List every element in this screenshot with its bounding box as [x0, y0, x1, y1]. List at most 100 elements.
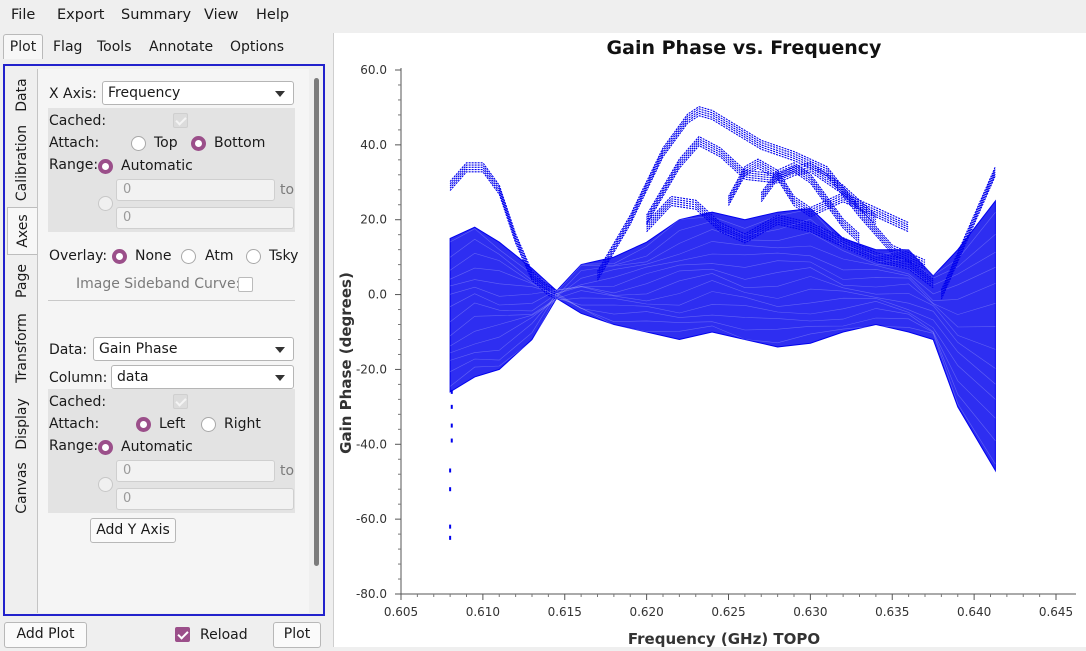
menu-file[interactable]: File: [11, 7, 36, 23]
menu-summary[interactable]: Summary: [121, 7, 192, 23]
y-tick-label: 20.0: [360, 213, 387, 227]
y-axis-title: Gain Phase (degrees): [337, 272, 355, 454]
vtab-display-label: Display: [14, 398, 30, 450]
tab-annotate[interactable]: Annotate: [149, 39, 214, 55]
y-cached-label: Cached:: [49, 394, 107, 410]
x-tick-label: 0.620: [629, 605, 663, 619]
data-texture-line: [449, 208, 996, 288]
overlay-atm-label: Atm: [205, 248, 234, 264]
data-trace: [449, 164, 557, 293]
x-axis-value: Frequency: [108, 85, 181, 101]
vtab-data-label: Data: [14, 78, 30, 112]
data-texture-line: [449, 280, 996, 369]
scrollbar-thumb[interactable]: [314, 78, 319, 566]
data-trace: [646, 144, 877, 225]
data-point: [450, 423, 453, 428]
x-cached-label: Cached:: [49, 113, 107, 129]
y-range-manual-radio[interactable]: [98, 477, 113, 492]
data-trace: [940, 170, 996, 295]
x-range-max-field[interactable]: 0: [116, 207, 294, 229]
data-texture-line: [449, 273, 996, 350]
plot-canvas[interactable]: Gain Phase vs. Frequency Frequency (GHz)…: [333, 33, 1086, 648]
x-tick-label: 0.610: [466, 605, 500, 619]
y-attach-left-label: Left: [159, 416, 186, 432]
x-attach-bottom-radio[interactable]: [191, 136, 206, 151]
overlay-none-radio[interactable]: [112, 249, 127, 264]
overlay-none-label: None: [135, 248, 172, 264]
y-data-select[interactable]: Gain Phase: [93, 337, 294, 361]
y-range-max-field[interactable]: 0: [116, 488, 294, 510]
y-tick-label: -60.0: [356, 512, 387, 526]
menu-export[interactable]: Export: [57, 7, 105, 23]
vtab-calibration[interactable]: Calibration: [7, 122, 37, 204]
y-tick-label: -40.0: [356, 437, 387, 451]
y-range-to-label: to: [280, 463, 295, 479]
tab-plot[interactable]: Plot: [3, 34, 43, 59]
data-trace: [728, 162, 909, 228]
x-axis-select[interactable]: Frequency: [102, 81, 294, 105]
x-range-to-label: to: [280, 182, 295, 198]
x-cached-checkbox[interactable]: [173, 113, 188, 128]
data-trace: [449, 171, 557, 300]
overlay-tsky-radio[interactable]: [246, 249, 261, 264]
chevron-down-icon: [275, 91, 285, 97]
vtab-axes[interactable]: Axes: [7, 207, 37, 255]
x-range-min-field[interactable]: 0: [116, 179, 275, 201]
x-tick-label: 0.645: [1039, 605, 1073, 619]
vtab-transform-label: Transform: [14, 313, 30, 383]
section-divider: [48, 300, 295, 301]
y-range-min-field[interactable]: 0: [116, 460, 275, 482]
data-trace: [597, 115, 926, 281]
y-attach-right-label: Right: [224, 416, 261, 432]
menu-view[interactable]: View: [204, 7, 239, 23]
vtab-data[interactable]: Data: [7, 70, 37, 120]
data-trace: [646, 204, 934, 289]
overlay-atm-radio[interactable]: [181, 249, 196, 264]
data-trace: [728, 160, 909, 226]
y-column-label: Column:: [49, 370, 108, 386]
menu-help[interactable]: Help: [256, 7, 290, 23]
vtab-display[interactable]: Display: [7, 393, 37, 455]
add-plot-button[interactable]: Add Plot: [4, 622, 87, 648]
data-trace: [449, 162, 557, 291]
x-attach-top-radio[interactable]: [131, 136, 146, 151]
data-trace: [449, 169, 557, 298]
data-trace: [646, 200, 934, 284]
y-attach-right-radio[interactable]: [201, 417, 216, 432]
x-range-manual-radio[interactable]: [98, 196, 113, 211]
add-y-axis-button[interactable]: Add Y Axis: [90, 518, 176, 543]
y-column-select[interactable]: data: [111, 365, 294, 389]
vtab-calibration-label: Calibration: [14, 124, 30, 202]
x-attach-bottom-label: Bottom: [214, 135, 266, 151]
vtab-canvas[interactable]: Canvas: [7, 458, 37, 518]
menu-bar: File Export Summary View Help: [0, 0, 1086, 32]
data-point: [449, 535, 452, 540]
chart-title: Gain Phase vs. Frequency: [607, 37, 883, 59]
image-sideband-checkbox[interactable]: [238, 277, 253, 292]
data-trace: [597, 106, 926, 272]
gain-phase-chart: Gain Phase vs. Frequency Frequency (GHz)…: [337, 37, 1076, 648]
reload-checkbox[interactable]: [175, 627, 190, 642]
tab-tools[interactable]: Tools: [97, 39, 132, 55]
x-range-auto-radio[interactable]: [98, 159, 113, 174]
y-cached-checkbox[interactable]: [173, 394, 188, 409]
y-tick-label: 0.0: [368, 288, 387, 302]
vtab-page[interactable]: Page: [7, 258, 37, 304]
data-texture-line: [450, 252, 996, 302]
data-trace: [646, 198, 934, 282]
data-texture-line: [449, 291, 996, 385]
tab-options[interactable]: Options: [230, 39, 285, 55]
x-range-auto-label: Automatic: [121, 158, 193, 174]
tab-flag[interactable]: Flag: [53, 39, 83, 55]
vtab-page-label: Page: [14, 264, 30, 298]
y-attach-left-radio[interactable]: [136, 417, 151, 432]
data-point: [449, 524, 452, 529]
data-trace: [646, 142, 877, 223]
data-trace: [597, 108, 926, 274]
data-texture-line: [449, 241, 996, 298]
plot-button[interactable]: Plot: [273, 622, 321, 648]
vtab-transform[interactable]: Transform: [7, 308, 37, 388]
chevron-down-icon: [275, 347, 285, 353]
y-range-auto-radio[interactable]: [98, 440, 113, 455]
data-trace: [760, 164, 860, 237]
